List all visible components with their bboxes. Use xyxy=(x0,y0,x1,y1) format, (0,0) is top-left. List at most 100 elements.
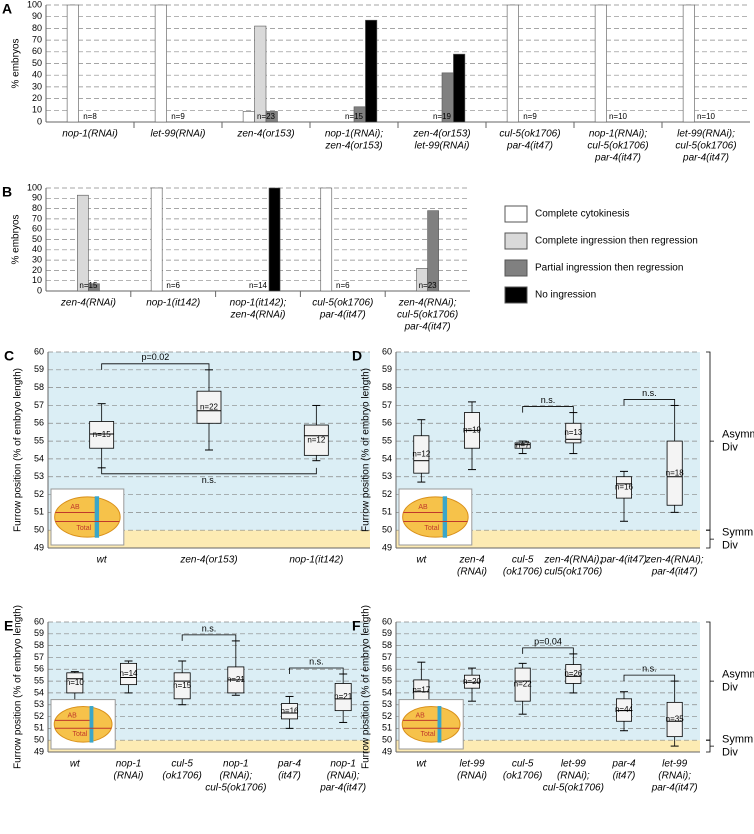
inset-label: AB xyxy=(416,712,426,719)
x-tick-label: let-99(RNAi) xyxy=(150,129,205,140)
y-tick-label: 59 xyxy=(34,628,44,638)
n-label: n=10 xyxy=(697,112,716,121)
y-axis-title: Furrow position (% of embryo length) xyxy=(13,605,24,769)
y-tick-label: 59 xyxy=(382,628,392,638)
y-tick-label: 51 xyxy=(34,723,44,733)
y-tick-label: 40 xyxy=(32,244,42,254)
x-tick-label: (RNAi); xyxy=(557,771,590,782)
bar xyxy=(254,25,267,123)
bar xyxy=(66,4,79,123)
x-tick-label: wt xyxy=(97,555,108,566)
x-tick-label: nop-1(it142) xyxy=(289,555,343,566)
y-tick-label: 57 xyxy=(34,652,44,662)
n-label: n=6 xyxy=(166,281,180,290)
region-label: Asymm xyxy=(722,428,754,440)
n-label: n=17 xyxy=(412,686,431,695)
x-tick-label: let-99 xyxy=(561,759,586,770)
y-tick-label: 58 xyxy=(34,640,44,650)
box xyxy=(120,662,137,686)
y-tick-label: 100 xyxy=(27,182,42,192)
x-tick-label: par-4(it47) xyxy=(594,153,641,164)
bar xyxy=(506,4,519,123)
x-tick-label: nop-1 xyxy=(330,759,356,770)
n-label: n=10 xyxy=(609,112,628,121)
y-tick-label: 55 xyxy=(382,675,392,685)
y-tick-label: 49 xyxy=(382,542,392,552)
box xyxy=(514,667,531,702)
bar xyxy=(265,111,278,123)
bar xyxy=(154,4,167,123)
y-tick-label: 50 xyxy=(34,525,44,535)
region-label: Symm xyxy=(722,526,753,538)
x-tick-label: cul-5 xyxy=(512,555,534,566)
x-tick-label: par-4(it47) xyxy=(600,555,647,566)
bar xyxy=(88,283,100,292)
y-tick-label: 70 xyxy=(32,34,42,44)
inset-label: Total xyxy=(424,525,439,532)
x-tick-label: cul5(ok1706) xyxy=(544,567,602,578)
y-tick-label: 52 xyxy=(34,711,44,721)
y-tick-label: 56 xyxy=(382,664,392,674)
bar xyxy=(682,4,695,123)
n-label: n=10 xyxy=(66,678,85,687)
comparison-bracket xyxy=(522,647,574,654)
y-tick-label: 53 xyxy=(34,699,44,709)
n-label: n=22 xyxy=(514,680,533,689)
x-tick-label: cul-5(ok1706) xyxy=(543,783,604,794)
y-tick-label: 54 xyxy=(34,453,44,463)
y-tick-label: 51 xyxy=(382,507,392,517)
y-tick-label: 55 xyxy=(34,435,44,445)
x-tick-label: nop-1 xyxy=(223,759,249,770)
box xyxy=(565,664,582,684)
comparison-label: p=0.04 xyxy=(534,636,562,646)
y-axis-title: Furrow position (% of embryo length) xyxy=(13,368,24,532)
x-tick-label: let-99(RNAi) xyxy=(414,141,469,152)
x-tick-label: (RNAi); xyxy=(658,771,691,782)
y-tick-label: 80 xyxy=(32,203,42,213)
y-tick-label: 100 xyxy=(27,0,42,9)
panel-label: F xyxy=(352,618,361,634)
x-tick-label: wt xyxy=(416,555,427,566)
n-label: n=35 xyxy=(666,715,685,724)
y-tick-label: 60 xyxy=(34,346,44,356)
x-tick-label: cul-5 xyxy=(171,759,193,770)
comparison-bracket xyxy=(289,667,344,674)
x-tick-label: cul-5(ok1706) xyxy=(205,783,266,794)
x-tick-label: (ok1706) xyxy=(162,771,201,782)
box xyxy=(334,683,352,712)
box xyxy=(413,435,430,474)
n-label: n=15 xyxy=(79,281,98,290)
legend-swatch xyxy=(504,286,528,304)
y-tick-label: 60 xyxy=(34,616,44,626)
x-tick-label: zen-4(RNAi); xyxy=(398,298,457,309)
comparison-bracket xyxy=(623,399,676,406)
region-label: Div xyxy=(722,441,738,453)
x-tick-label: let-99 xyxy=(662,759,687,770)
y-tick-label: 56 xyxy=(34,418,44,428)
x-tick-label: par-4(it47) xyxy=(682,153,729,164)
x-tick-label: (it47) xyxy=(278,771,301,782)
n-label: n=21 xyxy=(227,675,246,684)
furrow xyxy=(94,496,100,538)
y-tick-label: 30 xyxy=(32,81,42,91)
n-label: n=21 xyxy=(334,692,353,701)
legend-label: No ingression xyxy=(535,290,596,301)
x-tick-label: (RNAi); xyxy=(219,771,252,782)
y-tick-label: 49 xyxy=(34,746,44,756)
n-label: n=19 xyxy=(433,112,452,121)
region-label: Asymm xyxy=(722,668,754,680)
n-label: n=44 xyxy=(615,705,634,714)
embryo xyxy=(54,496,121,538)
n-label: n=9 xyxy=(523,112,537,121)
y-tick-label: 60 xyxy=(32,224,42,234)
furrow xyxy=(89,706,94,743)
n-label: n=12 xyxy=(412,450,431,459)
region-band xyxy=(396,740,700,752)
n-label: n=16 xyxy=(615,483,634,492)
n-label: n=22 xyxy=(200,402,219,411)
y-tick-label: 59 xyxy=(382,364,392,374)
panel-label: A xyxy=(2,1,12,17)
x-tick-label: zen-4(or153) xyxy=(236,129,294,140)
y-tick-label: 50 xyxy=(32,234,42,244)
y-tick-label: 58 xyxy=(382,382,392,392)
